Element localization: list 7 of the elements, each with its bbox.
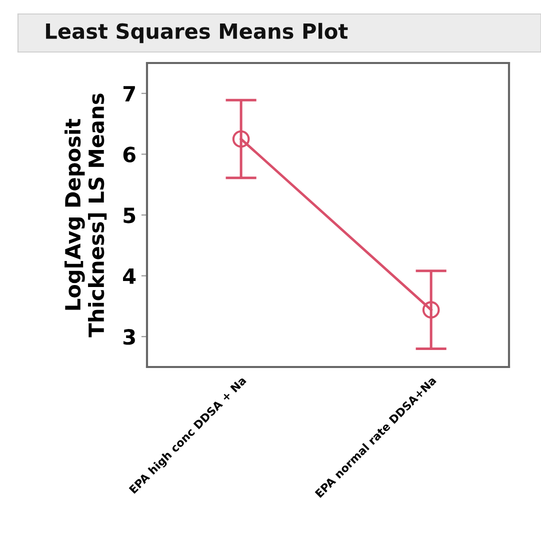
y-tick-label: 5 [124,208,136,224]
y-tick-label: 6 [123,146,136,162]
y-tick-label: 4 [123,268,136,284]
chart-title: Least Squares Means Plot [46,22,348,44]
y-axis-title: Log[Avg Deposit Thickness] LS Means [64,94,107,338]
y-tick-label: 7 [123,86,135,102]
y-tick-label: 3 [123,329,135,345]
